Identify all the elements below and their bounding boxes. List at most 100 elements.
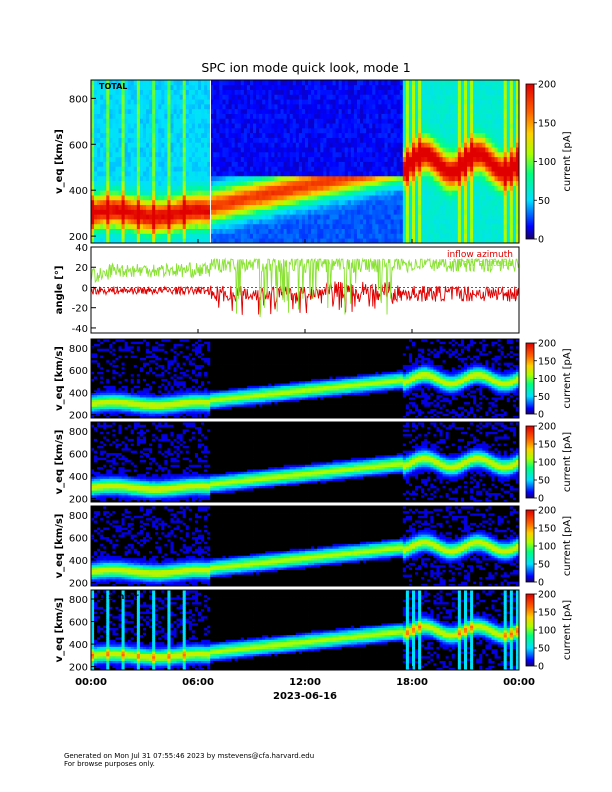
heatmap-cell [372,190,376,196]
heatmap-cell [274,137,278,143]
heatmap-cell [194,199,199,206]
heatmap-cell [448,147,453,153]
heatmap-cell [204,228,208,234]
heatmap-cell [412,238,416,244]
heatmap-cell [463,89,468,95]
heatmap-cell [191,94,196,100]
heatmap-cell [158,142,162,148]
heatmap-cell [497,156,502,162]
heatmap-cell [256,147,260,153]
heatmap-cell [249,161,254,167]
heatmap-cell [378,204,382,210]
heatmap-cell [424,195,428,201]
heatmap-cell [97,228,101,234]
heatmap-cell [91,214,95,220]
heatmap-cell [301,89,306,95]
heatmap-cell [91,341,95,345]
heatmap-cell [185,103,190,110]
heatmap-cell [393,223,398,230]
heatmap-cell [301,175,306,182]
heatmap-cell [176,108,181,114]
heatmap-cell [124,175,129,182]
heatmap-cell [454,233,459,239]
heatmap-cell [369,180,373,186]
heatmap-cell [155,132,159,138]
heatmap-cell [335,147,340,153]
heatmap-cell [100,204,104,210]
heatmap-cell [234,175,239,182]
heatmap-cell [130,223,135,230]
heatmap-cell [372,156,376,162]
heatmap-cell [97,348,101,352]
heatmap-cell [375,118,379,124]
heatmap-cell [243,171,248,177]
heatmap-cell [473,147,477,153]
heatmap-cell [170,103,174,110]
heatmap-cell [470,156,474,162]
heatmap-cell [301,209,306,215]
heatmap-cell [509,171,514,177]
heatmap-cell [112,238,116,244]
heatmap-cell [356,214,361,220]
heatmap-cell [479,180,483,186]
heatmap-cell [485,151,489,158]
heatmap-cell [100,228,104,234]
heatmap-cell [106,406,110,410]
heatmap-cell [402,127,407,134]
heatmap-cell [445,113,450,119]
heatmap-cell [433,84,437,90]
heatmap-cell [240,180,245,186]
heatmap-cell [442,185,447,191]
heatmap-cell [497,80,502,86]
heatmap-cell [405,94,410,100]
heatmap-cell [228,89,233,95]
heatmap-cell [182,142,187,148]
heatmap-cell [152,199,156,206]
heatmap-cell [384,151,388,158]
heatmap-cell [228,156,233,162]
heatmap-cell [253,156,257,162]
heatmap-cell [268,175,272,182]
heatmap-cell [91,219,95,225]
heatmap-cell [118,175,122,182]
heatmap-cell [338,185,343,191]
heatmap-cell [317,166,321,172]
heatmap-cell [194,195,199,201]
heatmap-cell [405,175,410,182]
heatmap-cell [136,209,141,215]
heatmap-cell [512,228,517,234]
heatmap-cell [448,209,453,215]
heatmap-cell [94,345,98,349]
heatmap-cell [430,195,434,201]
heatmap-cell [457,228,462,234]
heatmap-cell [271,171,275,177]
heatmap-cell [494,209,498,215]
heatmap-cell [91,399,95,403]
heatmap-cell [286,80,291,86]
heatmap-cell [295,89,300,95]
heatmap-cell [338,228,343,234]
heatmap-cell [292,228,297,234]
heatmap-cell [439,94,443,100]
heatmap-cell [332,166,336,172]
heatmap-cell [305,204,309,210]
heatmap-cell [424,103,428,110]
heatmap-cell [335,199,340,206]
heatmap-cell [106,214,110,220]
heatmap-cell [155,223,159,230]
heatmap-cell [91,99,95,105]
heatmap-cell [243,204,248,210]
heatmap-cell [265,180,269,186]
heatmap-cell [256,108,260,114]
heatmap-cell [366,233,370,239]
heatmap-cell [470,238,474,244]
heatmap-cell [109,161,113,167]
heatmap-cell [433,199,437,206]
heatmap-cell [228,151,233,158]
heatmap-cell [503,223,508,230]
heatmap-cell [149,137,153,143]
heatmap-cell [164,151,168,158]
heatmap-cell [393,175,398,182]
heatmap-cell [91,147,95,153]
heatmap-cell [91,113,95,119]
